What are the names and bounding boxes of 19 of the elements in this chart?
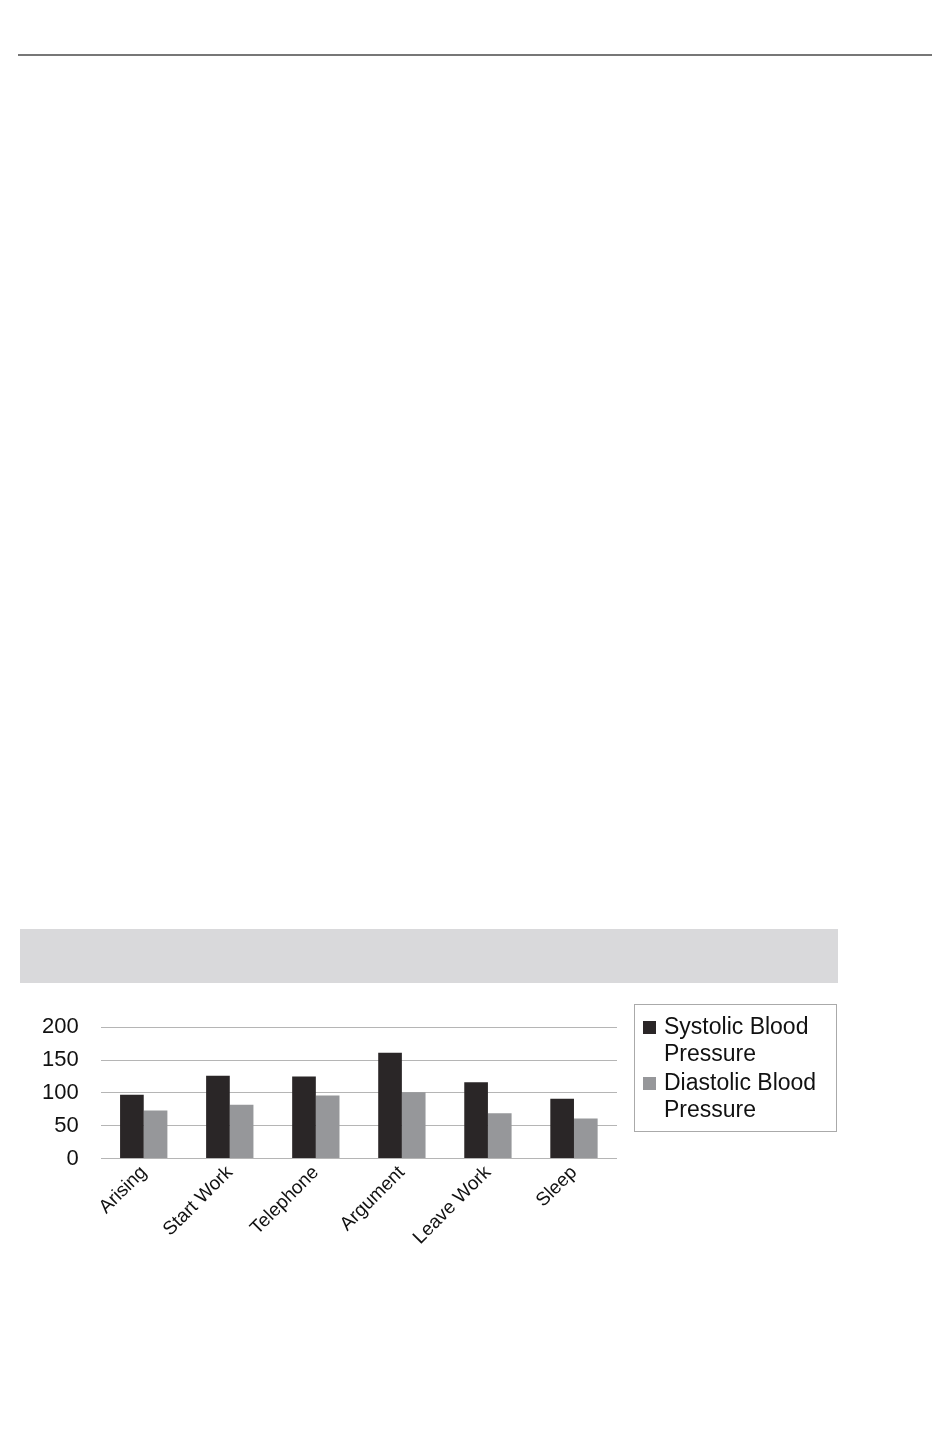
bar [315, 1095, 340, 1158]
y-tick-label: 150 [41, 1046, 79, 1072]
bar [143, 1110, 168, 1158]
y-tick-label: 200 [41, 1013, 79, 1039]
bar [573, 1118, 598, 1158]
bar [120, 1094, 144, 1158]
bar [550, 1098, 574, 1158]
legend-label: Diastolic Blood Pressure [664, 1069, 818, 1123]
legend-label: Systolic Blood Pressure [664, 1013, 810, 1067]
y-tick-label: 100 [41, 1078, 79, 1104]
bar [229, 1104, 254, 1158]
bar [401, 1092, 426, 1158]
y-tick-label: 50 [54, 1111, 79, 1137]
bar [292, 1076, 316, 1158]
y-tick-label: 0 [66, 1144, 79, 1170]
bar [464, 1082, 488, 1158]
bar [487, 1113, 512, 1158]
bar [378, 1052, 402, 1158]
bar [206, 1075, 230, 1158]
